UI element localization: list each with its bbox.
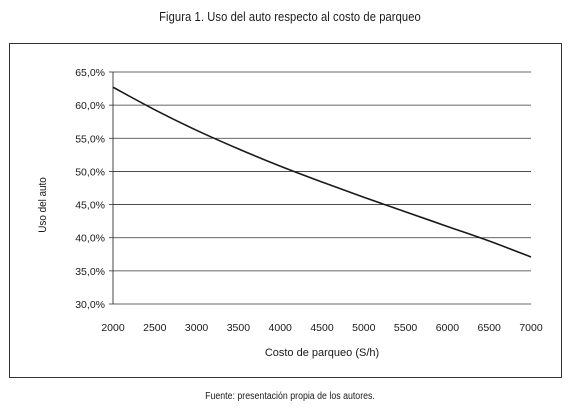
chart-frame: [9, 43, 562, 378]
x-tick-label: 6000: [436, 322, 460, 334]
y-tick-label: 30,0%: [75, 299, 105, 311]
x-tick-label: 2000: [101, 322, 125, 334]
x-tick-labels: 2000 2500 3000 3500 4000 4500 5000 5500 6000 6500…: [101, 322, 543, 334]
series-group: [112, 86, 532, 258]
x-tick-label: 4500: [310, 322, 334, 334]
y-tick-label: 65,0%: [75, 67, 105, 79]
x-tick-label: 2500: [143, 322, 167, 334]
x-tick-label: 5000: [352, 322, 376, 334]
series-line: [112, 86, 532, 258]
y-tick-labels: 30,0% 35,0% 40,0% 45,0% 50,0% 55,0% 60,0% 65,0%: [75, 67, 105, 311]
y-tick-label: 45,0%: [75, 200, 105, 212]
source-caption: Fuente: presentación propia de los autor…: [205, 391, 375, 402]
axes: [109, 71, 114, 305]
x-tick-label: 4000: [269, 322, 293, 334]
x-tick-label: 3000: [185, 322, 209, 334]
y-axis-label: Uso del auto: [38, 177, 50, 233]
figure-title: Figura 1. Uso del auto respecto al costo…: [159, 9, 421, 24]
grid-lines: [113, 71, 531, 305]
y-tick-label: 35,0%: [75, 266, 105, 278]
x-tick-label: 7000: [519, 322, 543, 334]
y-tick-label: 40,0%: [75, 233, 105, 245]
y-tick-label: 50,0%: [75, 166, 105, 178]
x-axis-label: Costo de parqueo (S/h): [265, 347, 379, 359]
x-tick-label: 5500: [394, 322, 418, 334]
x-tick-label: 3500: [227, 322, 251, 334]
y-tick-label: 60,0%: [75, 100, 105, 112]
x-tick-label: 6500: [478, 322, 502, 334]
y-tick-label: 55,0%: [75, 133, 105, 145]
